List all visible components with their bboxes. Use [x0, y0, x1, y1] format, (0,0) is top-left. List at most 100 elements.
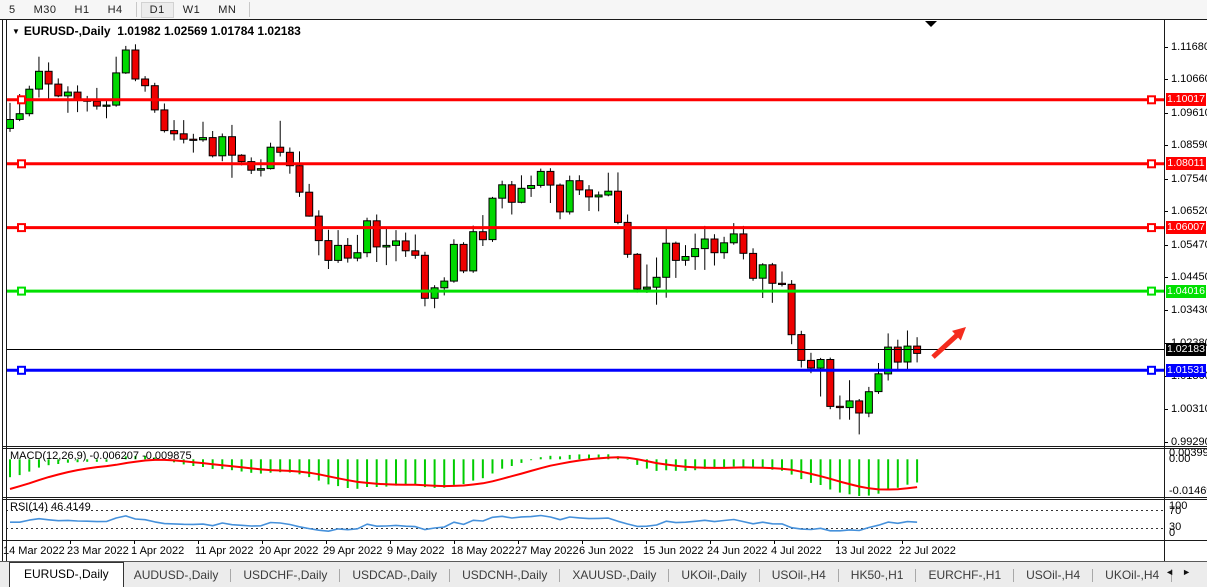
timeframe-button-w1[interactable]: W1 — [182, 3, 201, 16]
tab-scroll-right-icon[interactable]: ► — [1182, 567, 1199, 577]
chevron-down-icon[interactable]: ▼ — [12, 27, 20, 36]
date-axis-tick — [838, 541, 839, 544]
candle — [498, 184, 507, 199]
arrow-up-annotation[interactable] — [931, 327, 966, 359]
candle — [411, 250, 420, 256]
candle — [778, 282, 786, 285]
timeframe-button-mn[interactable]: MN — [218, 3, 237, 16]
macd-label: MACD(12,26,9) -0.006207 -0.009875 — [10, 450, 192, 462]
symbol-tab-hk50-h1-8[interactable]: HK50-,H1 — [850, 568, 904, 582]
symbol-tab-usoil-h4-10[interactable]: USOil-,H4 — [1026, 568, 1081, 582]
symbol-tab-eurusd-daily[interactable]: EURUSD-,Daily — [9, 562, 124, 587]
candle — [228, 136, 236, 156]
candle — [189, 138, 198, 141]
timeframe-button-m30[interactable]: M30 — [33, 3, 57, 16]
candle — [237, 154, 246, 163]
hline-handle[interactable] — [1147, 95, 1156, 105]
hline-handle[interactable] — [17, 159, 26, 169]
date-axis-tick — [902, 541, 903, 544]
symbol-tab-xauusd-daily[interactable]: XAUUSD-,Daily — [572, 568, 657, 582]
tab-separator — [1171, 568, 1173, 582]
price-axis-tick — [1164, 277, 1168, 278]
timeframe-button-d1[interactable]: D1 — [140, 1, 174, 18]
symbol-tab-usdcnh-daily[interactable]: USDCNH-,Daily — [462, 568, 548, 582]
price-axis-tick — [1164, 310, 1168, 311]
candle — [440, 280, 449, 289]
date-axis-label: 4 Jul 2022 — [771, 545, 822, 557]
date-axis-label: 6 Jun 2022 — [579, 545, 634, 557]
timeframe-button-h1[interactable]: H1 — [74, 3, 90, 16]
symbol-tab-ukoil-daily[interactable]: UKOil-,Daily — [681, 568, 747, 582]
symbol-tab-audusd-daily[interactable]: AUDUSD-,Daily — [133, 568, 219, 582]
candle — [720, 242, 729, 254]
tab-separator — [915, 568, 917, 582]
rsi-label: RSI(14) 46.4149 — [10, 501, 91, 513]
candle — [565, 180, 574, 213]
symbol-tab-eurchf-h1-9[interactable]: EURCHF-,H1 — [928, 568, 1002, 582]
candle — [536, 170, 545, 186]
symbol-tab-usoil-h4[interactable]: USOil-,H4 — [771, 568, 826, 582]
date-axis-tick — [262, 541, 263, 544]
candle — [430, 287, 439, 299]
candle — [150, 85, 159, 111]
candle — [102, 104, 111, 107]
price-axis-tick-label: 1.08590 — [1171, 139, 1207, 151]
macd-axis-label: -0.01469 — [1169, 485, 1207, 497]
candle — [835, 405, 844, 409]
price-axis-tick — [1164, 145, 1168, 146]
rsi-line — [10, 514, 918, 533]
date-axis-label: 23 Mar 2022 — [67, 545, 129, 557]
price-axis-tick-label: 1.09610 — [1171, 107, 1207, 119]
candle — [855, 400, 864, 414]
symbol-tab-usdcad-daily[interactable]: USDCAD-,Daily — [352, 568, 438, 582]
tab-scroll-left-icon[interactable]: ◄ — [1165, 567, 1183, 577]
macd-pane[interactable] — [6, 449, 1164, 497]
candle — [739, 233, 748, 254]
price-axis-tick-label: 1.07540 — [1171, 173, 1207, 185]
hline-handle[interactable] — [17, 95, 26, 105]
date-axis-label: 1 Apr 2022 — [131, 545, 185, 557]
candle — [121, 49, 130, 74]
candle — [662, 242, 671, 278]
candle — [179, 133, 188, 140]
tab-separator — [339, 568, 341, 582]
price-line-badge: 1.02183 — [1166, 343, 1206, 356]
candle — [507, 184, 516, 203]
hline-handle[interactable] — [1147, 159, 1156, 169]
candle — [594, 194, 603, 198]
rsi-pane[interactable] — [6, 500, 1164, 540]
hline-handle[interactable] — [17, 286, 26, 296]
candle — [256, 168, 265, 171]
hline-handle[interactable] — [1147, 223, 1156, 233]
price-line-badge: 1.10017 — [1166, 93, 1206, 106]
timeframe-button-h4[interactable]: H4 — [107, 3, 123, 16]
price-pane[interactable] — [6, 20, 1164, 446]
price-line-badge: 1.08011 — [1166, 157, 1206, 170]
candle — [797, 334, 806, 361]
candle — [758, 264, 767, 279]
candle — [826, 359, 835, 407]
rsi-axis-label: 70 — [1169, 505, 1182, 517]
symbol-tab-ukoil-h4-11[interactable]: UKOil-,H4 — [1105, 568, 1160, 582]
candle — [44, 70, 53, 85]
timeframe-button-5[interactable]: 5 — [9, 3, 16, 16]
tab-separator — [668, 568, 670, 582]
date-axis-label: 20 Apr 2022 — [259, 545, 319, 557]
price-axis-tick-label: 1.03430 — [1171, 304, 1207, 316]
symbol-tab-usdchf-daily[interactable]: USDCHF-,Daily — [243, 568, 328, 582]
date-axis-label: 24 Jun 2022 — [707, 545, 768, 557]
hline-handle[interactable] — [17, 365, 26, 375]
hline-handle[interactable] — [17, 223, 26, 233]
chart-shift-marker-icon[interactable] — [925, 21, 937, 27]
price-axis-tick — [1164, 113, 1168, 114]
candle — [671, 242, 680, 261]
hline-handle[interactable] — [1147, 365, 1156, 375]
candle — [652, 276, 661, 288]
date-axis-label: 22 Jul 2022 — [899, 545, 956, 557]
candle — [449, 243, 458, 282]
hline-handle[interactable] — [1147, 286, 1156, 296]
date-axis-tick — [518, 541, 519, 544]
candle — [710, 238, 719, 254]
candle — [54, 83, 63, 97]
